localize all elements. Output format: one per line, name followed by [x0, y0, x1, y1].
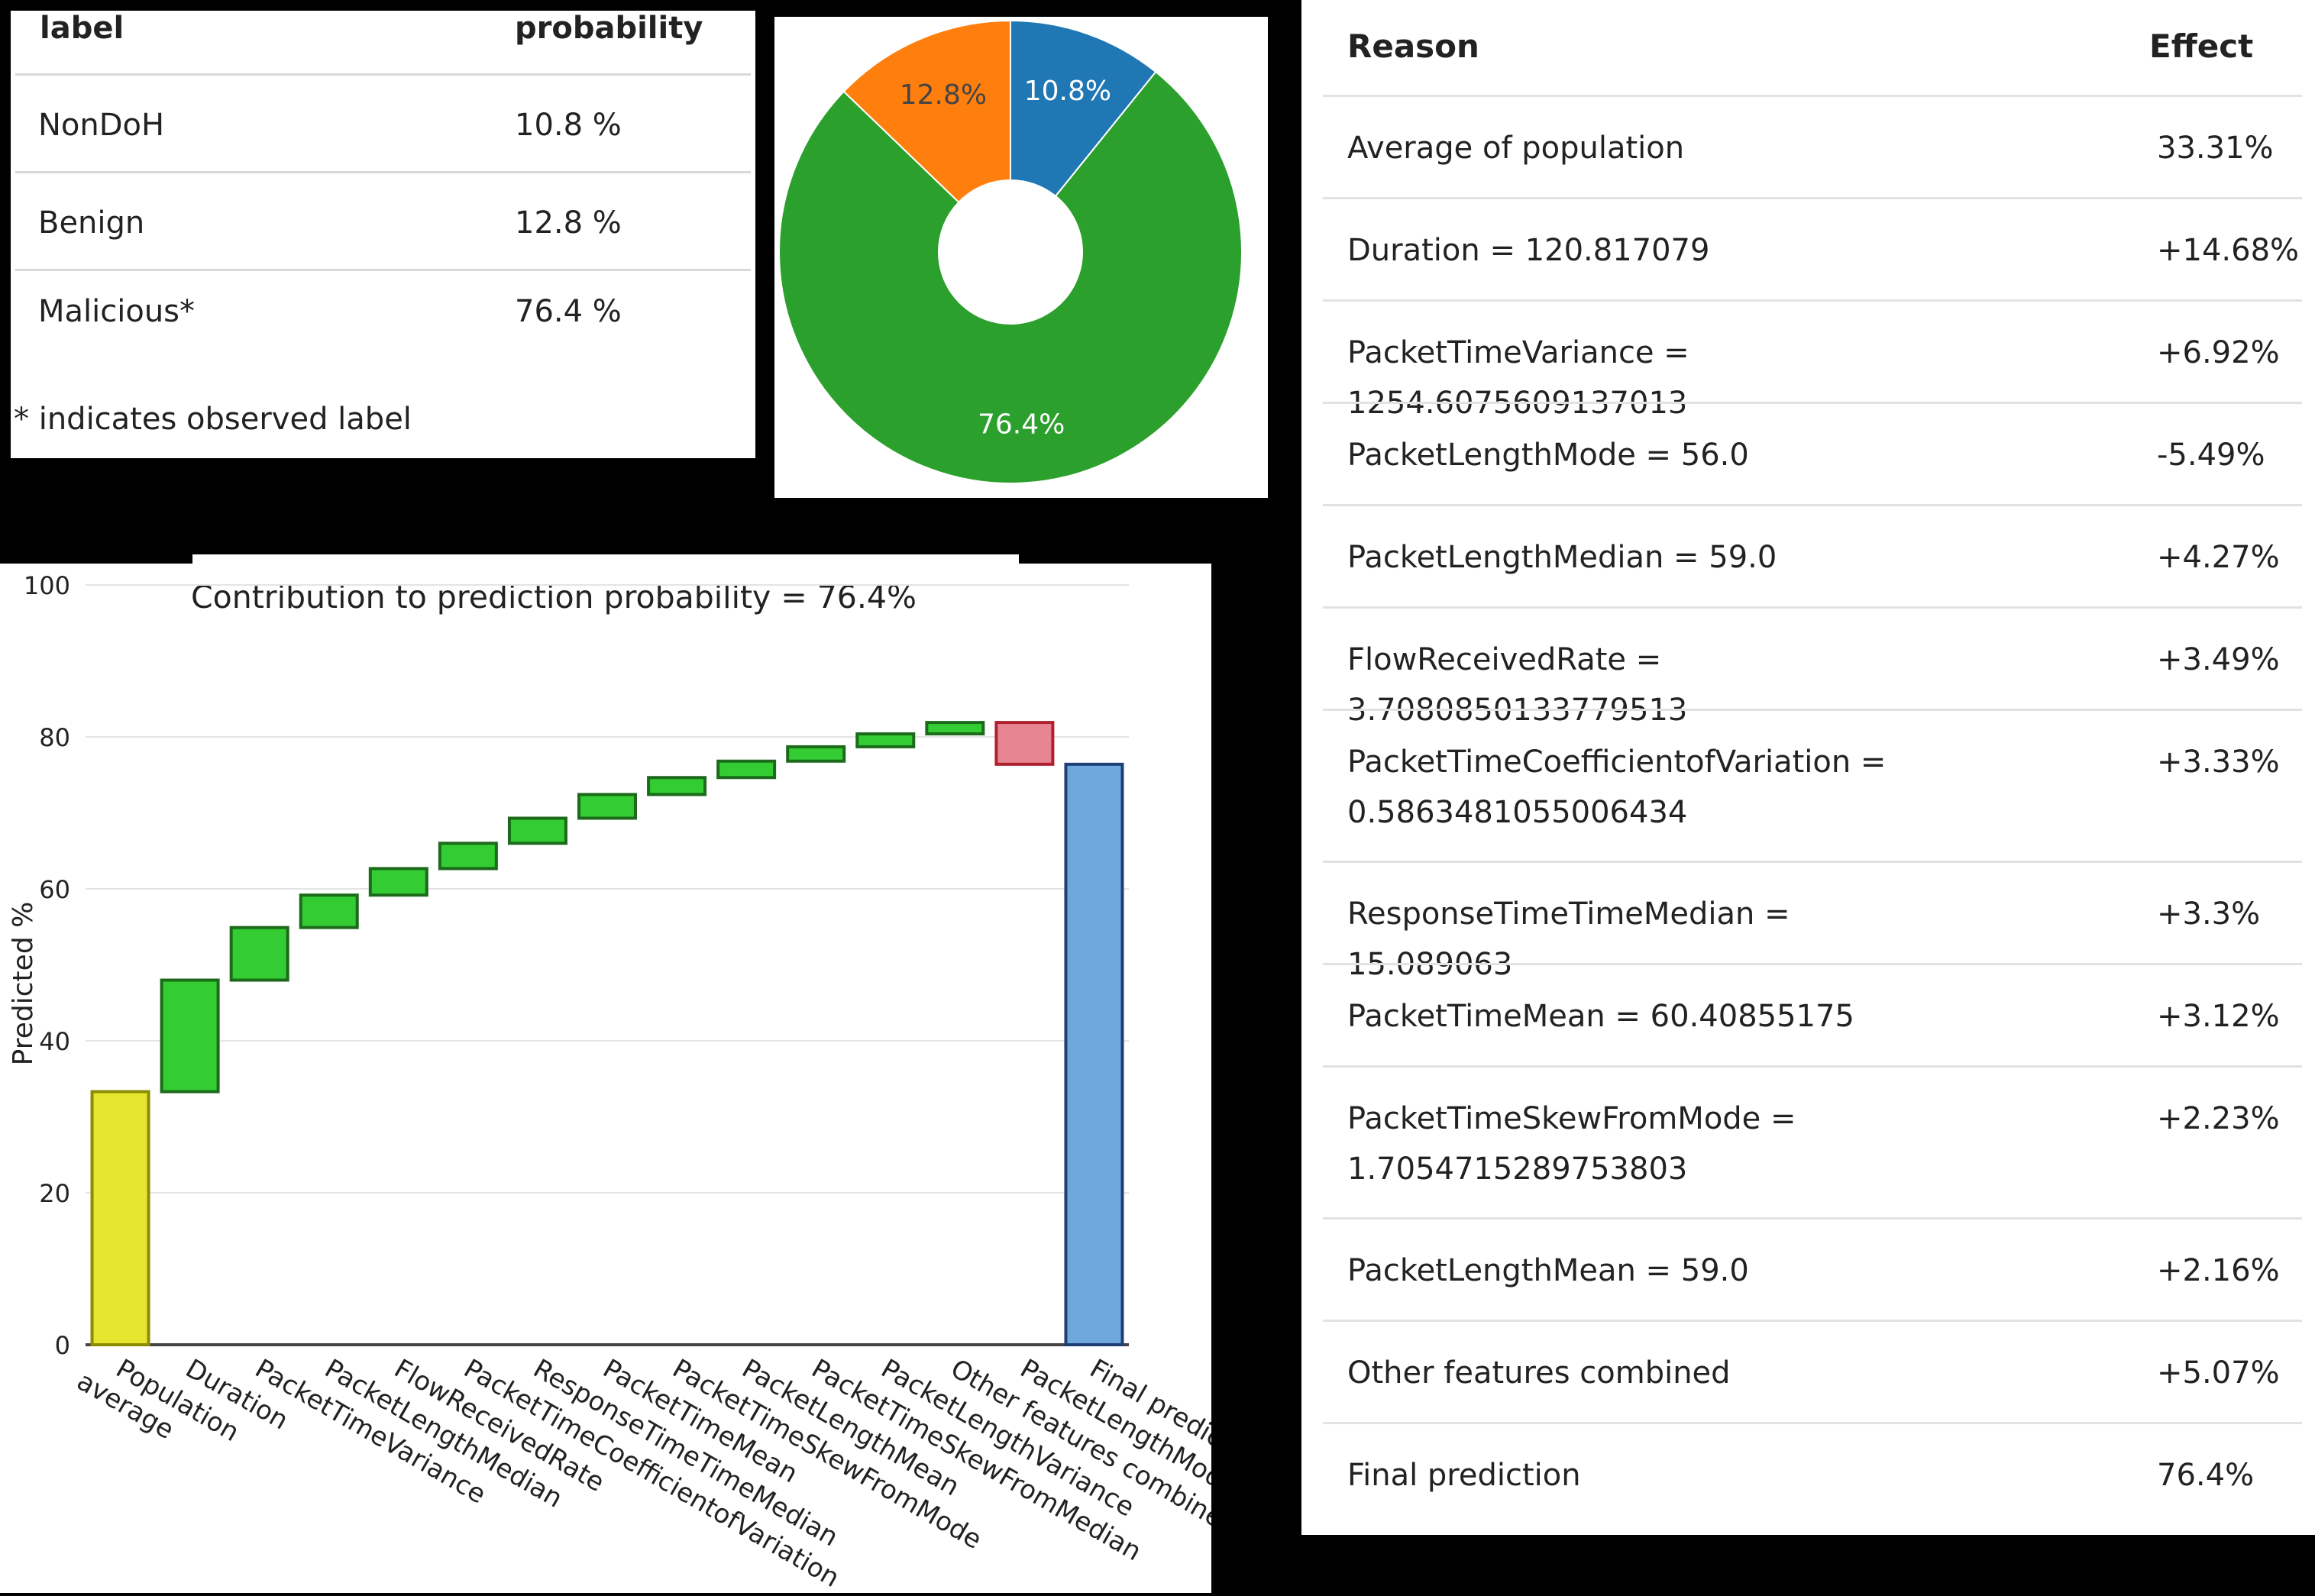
probability-row: Benign 12.8 % [15, 173, 751, 271]
pie-slice-label: 12.8% [900, 79, 987, 111]
waterfall-bar [786, 745, 846, 763]
reason-row: PacketLengthMean = 59.0 +2.16% [1323, 1217, 2302, 1322]
waterfall-bar [438, 842, 498, 871]
effect-cell: -5.49% [2157, 438, 2265, 473]
reason-row: PacketTimeSkewFromMode = 1.7054715289753… [1323, 1065, 2302, 1220]
probability-cell: 12.8 % [515, 205, 622, 241]
reason-cell: Other features combined [1347, 1355, 1731, 1391]
label-column-header: label [40, 11, 124, 46]
y-tick-label: 60 [39, 875, 70, 904]
waterfall-bar [925, 721, 985, 736]
probability-donut-chart: 10.8% 76.4% 12.8% [778, 19, 1243, 484]
reason-cell: Duration = 120.817079 [1347, 233, 1710, 268]
reason-row: Other features combined +5.07% [1323, 1320, 2302, 1424]
probability-row: NonDoH 10.8 % [15, 76, 751, 173]
pie-slice [842, 19, 1011, 204]
reason-row: Final prediction 76.4% [1323, 1422, 2302, 1527]
effect-cell: +6.92% [2157, 335, 2280, 370]
reason-cell: Final prediction [1347, 1458, 1581, 1493]
probability-pie-panel: 10.8% 76.4% 12.8% [774, 17, 1268, 498]
probability-column-header: probability [515, 11, 703, 46]
reason-cell: PacketTimeSkewFromMode = 1.7054715289753… [1347, 1101, 1796, 1187]
probability-table-header: label probability [15, 11, 751, 76]
probability-cell: 76.4 % [515, 294, 622, 329]
reason-row: PacketTimeMean = 60.40855175 +3.12% [1323, 963, 2302, 1068]
reason-cell: Average of population [1347, 131, 1685, 166]
effect-cell: 33.31% [2157, 131, 2274, 166]
probability-table: label probability NonDoH 10.8 % Benign 1… [11, 11, 755, 458]
chart-top-strip [192, 554, 1019, 565]
reason-cell: PacketTimeMean = 60.40855175 [1347, 999, 1854, 1034]
y-axis-label: Predicted % [8, 902, 39, 1066]
effect-cell: +3.3% [2157, 897, 2261, 932]
reason-row: ResponseTimeTimeMedian = 15.089063 +3.3% [1323, 861, 2302, 982]
reason-row: Duration = 120.817079 +14.68% [1323, 197, 2302, 302]
reason-cell: PacketLengthMedian = 59.0 [1347, 540, 1777, 575]
waterfall-bar [229, 926, 289, 982]
reason-row: Average of population 33.31% [1323, 95, 2302, 199]
y-tick-label: 100 [24, 571, 70, 600]
effect-cell: +3.49% [2157, 642, 2280, 677]
waterfall-bar [647, 776, 707, 796]
waterfall-bar [368, 867, 428, 897]
effect-cell: +3.33% [2157, 745, 2280, 780]
reason-row: PacketTimeCoefficientofVariation = 0.586… [1323, 709, 2302, 863]
y-tick-label: 0 [55, 1331, 70, 1360]
label-cell: Malicious* [38, 294, 196, 329]
effect-cell: +3.12% [2157, 999, 2280, 1034]
waterfall-bar [994, 721, 1055, 766]
pie-slice-label: 76.4% [978, 409, 1065, 441]
effect-cell: +4.27% [2157, 540, 2280, 575]
pie-slice [778, 70, 1243, 484]
observed-label-footnote: * indicates observed label [14, 402, 412, 437]
waterfall-bar [90, 1090, 150, 1346]
pie-slice-label: 10.8% [1024, 76, 1111, 107]
effect-cell: +5.07% [2157, 1355, 2280, 1391]
reason-column-header: Reason [1347, 27, 1479, 65]
effect-column-header: Effect [2149, 27, 2254, 65]
contribution-waterfall-chart: Contribution to prediction probability =… [8, 571, 1272, 1594]
waterfall-bar [160, 978, 220, 1094]
reason-row: PacketLengthMedian = 59.0 +4.27% [1323, 504, 2302, 609]
x-tick-label: Populationaverage [72, 1339, 244, 1475]
reason-cell: PacketLengthMode = 56.0 [1347, 438, 1749, 473]
waterfall-bar [507, 816, 567, 845]
probability-row: Malicious* 76.4 % [15, 271, 751, 370]
waterfall-bar [716, 759, 777, 780]
y-tick-label: 40 [39, 1027, 70, 1056]
reason-effect-table: Reason Effect Average of population 33.31… [1301, 0, 2315, 1535]
effect-cell: +2.16% [2157, 1253, 2280, 1288]
reason-cell: PacketLengthMean = 59.0 [1347, 1253, 1749, 1288]
probability-cell: 10.8 % [515, 108, 622, 143]
y-tick-label: 80 [39, 723, 70, 752]
effect-cell: 76.4% [2157, 1458, 2255, 1493]
reason-row: PacketLengthMode = 56.0 -5.49% [1323, 402, 2302, 506]
label-cell: Benign [38, 205, 145, 241]
effect-cell: +14.68% [2157, 233, 2300, 268]
waterfall-bar [1064, 762, 1124, 1346]
label-cell: NonDoH [38, 108, 165, 143]
waterfall-bar [855, 732, 916, 748]
pie-slice [1010, 19, 1157, 198]
effect-cell: +2.23% [2157, 1101, 2280, 1136]
waterfall-bar [299, 893, 359, 929]
reason-row: PacketTimeVariance = 1254.6075609137013 +… [1323, 299, 2302, 421]
y-tick-label: 20 [39, 1179, 70, 1208]
reason-row: FlowReceivedRate = 3.7080850133779513 +3.… [1323, 606, 2302, 728]
contribution-waterfall-panel: Contribution to prediction probability =… [0, 564, 1272, 1594]
reason-cell: PacketTimeCoefficientofVariation = 0.586… [1347, 745, 1887, 830]
waterfall-bar [577, 793, 637, 820]
